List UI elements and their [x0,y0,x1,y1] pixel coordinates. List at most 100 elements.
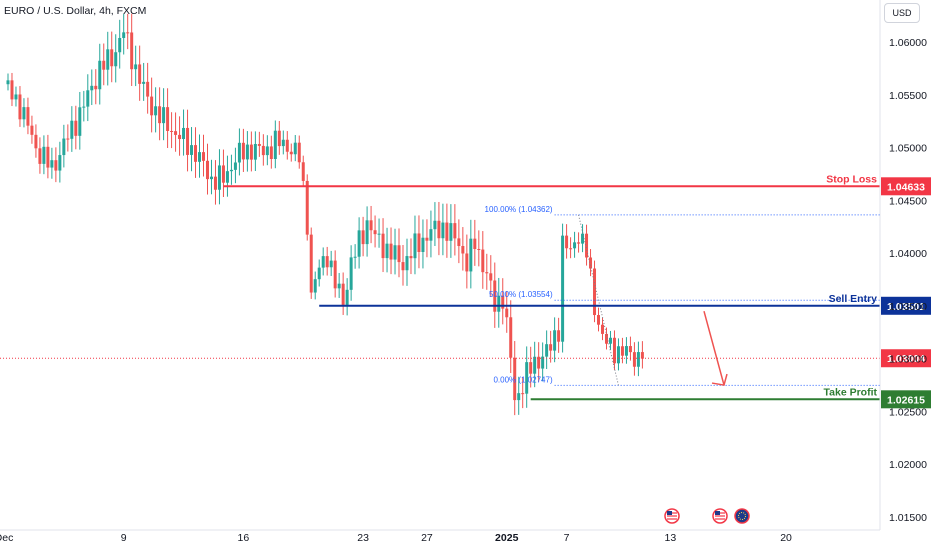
candle-body [624,346,628,356]
candle-body [616,346,620,364]
candle-body [612,337,616,364]
candle-body [186,127,190,155]
candle-body [549,344,553,351]
currency-button[interactable]: USD [884,3,920,23]
candle-body [425,237,429,241]
candle-body [297,142,301,163]
candle-body [545,344,549,357]
candle-body [241,142,245,160]
candle-body [461,246,465,254]
candle-body [102,60,106,70]
candle-body [285,139,289,152]
candle-body [46,146,50,168]
candle-body [365,220,369,245]
candle-body [265,146,269,156]
candle-body [377,233,381,235]
candle-body [209,176,213,180]
candle-body [86,90,90,107]
candle-body [110,49,114,67]
candle-body [253,144,257,160]
candle-body [457,238,461,247]
candle-body [178,134,182,140]
overlays-layer: 100.00% (1.04362) 50.00% (1.03554) 0.00% (… [0,173,931,524]
candle-body [553,330,557,351]
candle-body [118,37,122,53]
candle-body [58,155,62,171]
candle-body [26,107,30,126]
candle-body [493,280,497,312]
candle-body [608,337,612,344]
eu-flag-stars [738,512,746,520]
candle-body [357,230,361,257]
candle-body [381,233,385,259]
candle-body [182,127,186,140]
stop-loss-price-tag [881,177,931,196]
us-flag-icon[interactable] [664,508,680,524]
candle-body [142,81,146,84]
us-flag-icon[interactable] [712,508,728,524]
candle-body [74,120,78,136]
candle-body [22,107,26,120]
candle-body [42,146,46,164]
candle-body [393,245,397,260]
time-tick-label: Dec [0,532,13,544]
candle-body [397,245,401,263]
candle-body [90,85,94,91]
candle-body [541,356,545,369]
candle-body [237,142,241,163]
candle-body [150,96,154,116]
candle-body [437,220,441,239]
time-tick-label: 7 [564,532,570,544]
candle-body [122,32,126,38]
eu-flag-icon[interactable] [734,508,750,524]
candle-body [477,249,481,251]
candle-body [533,356,537,374]
sell-entry-label: Sell Entry [829,293,878,305]
candle-body [601,324,604,334]
candle-body [82,106,86,108]
candle-body [146,81,150,97]
candle-body [628,346,632,353]
candle-body [604,333,608,344]
candle-body [261,145,265,156]
candle-body [66,138,70,140]
forecast-arrow-head [711,373,728,386]
candle-body [269,146,273,159]
candle-body [433,220,437,230]
candle-body [373,230,377,235]
candle-body [421,237,425,252]
take-profit-price-tag-text: 1.02615 [887,394,925,406]
candle-body [497,295,501,312]
candle-body [537,356,541,369]
symbol-title: EURO / U.S. Dollar, 4h, FXCM [4,5,147,17]
price-tick-label: 1.05500 [889,90,927,102]
candle-body [505,308,509,318]
candle-body [245,144,249,160]
candle-body [6,80,10,85]
candle-body [640,352,644,359]
candle-body [14,94,18,100]
candle-body [337,283,341,289]
candle-body [114,52,118,67]
candle-body [389,243,393,260]
candle-body [569,248,573,250]
candle-body [636,352,640,367]
candle-body [249,144,253,160]
candle-body [321,256,325,268]
price-tick-label: 1.04500 [889,195,927,207]
candle-body [441,222,445,239]
candle-body [325,256,329,268]
fib-trend-line [578,214,619,386]
fib-level-label: 0.00% (1.02747) [493,375,552,384]
candle-body [473,238,477,250]
take-profit-price-tag [881,390,931,409]
candle-body [597,315,601,325]
candle-body [593,268,597,316]
candle-body [401,262,405,271]
price-tick-label: 1.02000 [889,459,927,471]
candle-body [98,60,102,90]
candle-body [106,49,110,70]
candle-body [369,220,373,231]
candle-body [353,256,357,258]
